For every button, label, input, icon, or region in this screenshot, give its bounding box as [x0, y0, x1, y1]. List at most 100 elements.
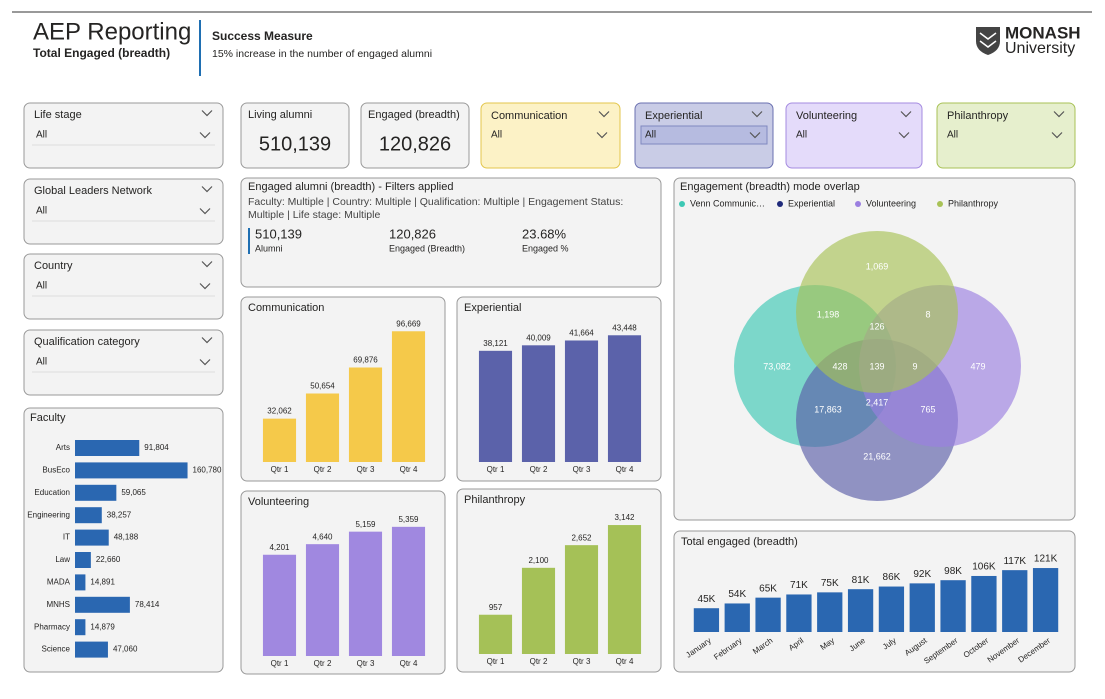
- bar: [521, 567, 556, 654]
- panel[interactable]: [23, 178, 224, 245]
- panel[interactable]: [785, 102, 923, 169]
- data-label: 5,359: [398, 515, 419, 524]
- data-label: 65K: [759, 583, 777, 594]
- stat-label: Engaged (Breadth): [389, 243, 465, 253]
- data-label: 45K: [698, 594, 716, 605]
- region-label: 1,069: [866, 261, 889, 271]
- data-label: 86K: [883, 572, 901, 583]
- region-label: 139: [869, 361, 884, 371]
- bar: [564, 340, 599, 462]
- panel: [240, 177, 662, 288]
- bar: [75, 507, 102, 524]
- panel: [240, 102, 350, 169]
- bar: [564, 545, 599, 654]
- bar: [817, 592, 843, 632]
- card-value: 510,139: [259, 133, 331, 155]
- chart-title: Philanthropy: [464, 494, 526, 506]
- panel[interactable]: [23, 253, 224, 320]
- chevron: [199, 283, 211, 290]
- data-label: 22,660: [96, 555, 121, 564]
- data-label: 957: [489, 603, 503, 612]
- filter-value: All: [36, 281, 47, 292]
- data-label: 98K: [944, 566, 962, 577]
- data-label: 50,654: [310, 382, 335, 391]
- filter-label: Volunteering: [796, 110, 857, 122]
- panel[interactable]: [480, 102, 621, 169]
- x-tick-label: Qtr 2: [530, 657, 548, 666]
- legend-label: Experiential: [788, 198, 835, 208]
- bar: [1032, 568, 1059, 632]
- venn-set: [796, 231, 958, 393]
- logo-mark: [979, 32, 997, 48]
- legend-label: Volunteering: [866, 198, 916, 208]
- bar: [75, 484, 117, 501]
- y-tick-label: Engineering: [27, 510, 70, 519]
- chevron: [1051, 132, 1063, 139]
- region-label: 9: [912, 361, 917, 371]
- chart-title: Volunteering: [248, 496, 309, 508]
- data-label: 47,060: [113, 645, 138, 654]
- data-label: 14,879: [90, 622, 115, 631]
- region-label: 8: [925, 309, 930, 319]
- data-label: 4,640: [312, 532, 333, 541]
- panel: [673, 530, 1076, 673]
- panel[interactable]: [936, 102, 1076, 169]
- filter-label: Communication: [491, 110, 567, 122]
- x-tick-label: Qtr 4: [400, 465, 418, 474]
- stat-label: Engaged %: [522, 243, 569, 253]
- data-label: 91,804: [144, 443, 169, 452]
- chevron: [749, 132, 761, 139]
- bar: [75, 619, 86, 636]
- measure-text: 15% increase in the number of engaged al…: [212, 48, 432, 60]
- filter-label: Country: [34, 260, 73, 272]
- legend-label: Philanthropy: [948, 198, 999, 208]
- data-label: 5,159: [355, 520, 376, 529]
- chevron: [201, 186, 213, 193]
- chart-title: Experiential: [464, 302, 521, 314]
- stat-label: Alumni: [255, 243, 283, 253]
- bar: [262, 554, 297, 656]
- bar: [847, 589, 874, 632]
- filter-label: Life stage: [34, 109, 82, 121]
- filter-value: All: [645, 130, 656, 141]
- bar: [755, 597, 781, 632]
- data-label: 38,121: [483, 339, 508, 348]
- panel[interactable]: [23, 102, 224, 169]
- x-tick-label: Qtr 3: [357, 465, 375, 474]
- chevron: [898, 132, 910, 139]
- data-label: 3,142: [614, 513, 635, 522]
- measure-title: Success Measure: [212, 29, 313, 43]
- chart-title: Total engaged (breadth): [681, 536, 798, 548]
- legend-dot: [777, 201, 783, 207]
- bar: [348, 531, 383, 656]
- x-tick-label: Qtr 3: [573, 465, 591, 474]
- y-tick-label: MADA: [47, 578, 71, 587]
- filter-value: All: [36, 206, 47, 217]
- chart-title: Faculty: [30, 412, 66, 424]
- panel[interactable]: [23, 329, 224, 396]
- region-label: 479: [970, 361, 985, 371]
- bar: [909, 583, 935, 632]
- y-tick-label: Arts: [56, 443, 70, 452]
- chevron: [199, 208, 211, 215]
- x-tick-label: Qtr 1: [487, 465, 505, 474]
- filter-value: All: [796, 130, 807, 141]
- filter-value: All: [36, 130, 47, 141]
- filter-label: Experiential: [645, 110, 702, 122]
- data-label: 32,062: [267, 407, 292, 416]
- bar: [75, 552, 91, 568]
- chevron: [201, 110, 213, 117]
- data-label: 43,448: [612, 323, 637, 332]
- bar: [607, 525, 642, 654]
- bar: [878, 586, 905, 632]
- data-label: 92K: [913, 569, 931, 580]
- y-tick-label: BusEco: [42, 466, 70, 475]
- chevron: [900, 111, 912, 118]
- bar: [75, 462, 188, 479]
- y-tick-label: IT: [63, 533, 70, 542]
- card-value: 120,826: [379, 133, 451, 155]
- filter-selection: [640, 125, 768, 145]
- bar: [75, 574, 86, 591]
- chevron: [201, 261, 213, 268]
- region-label: 17,863: [814, 404, 842, 414]
